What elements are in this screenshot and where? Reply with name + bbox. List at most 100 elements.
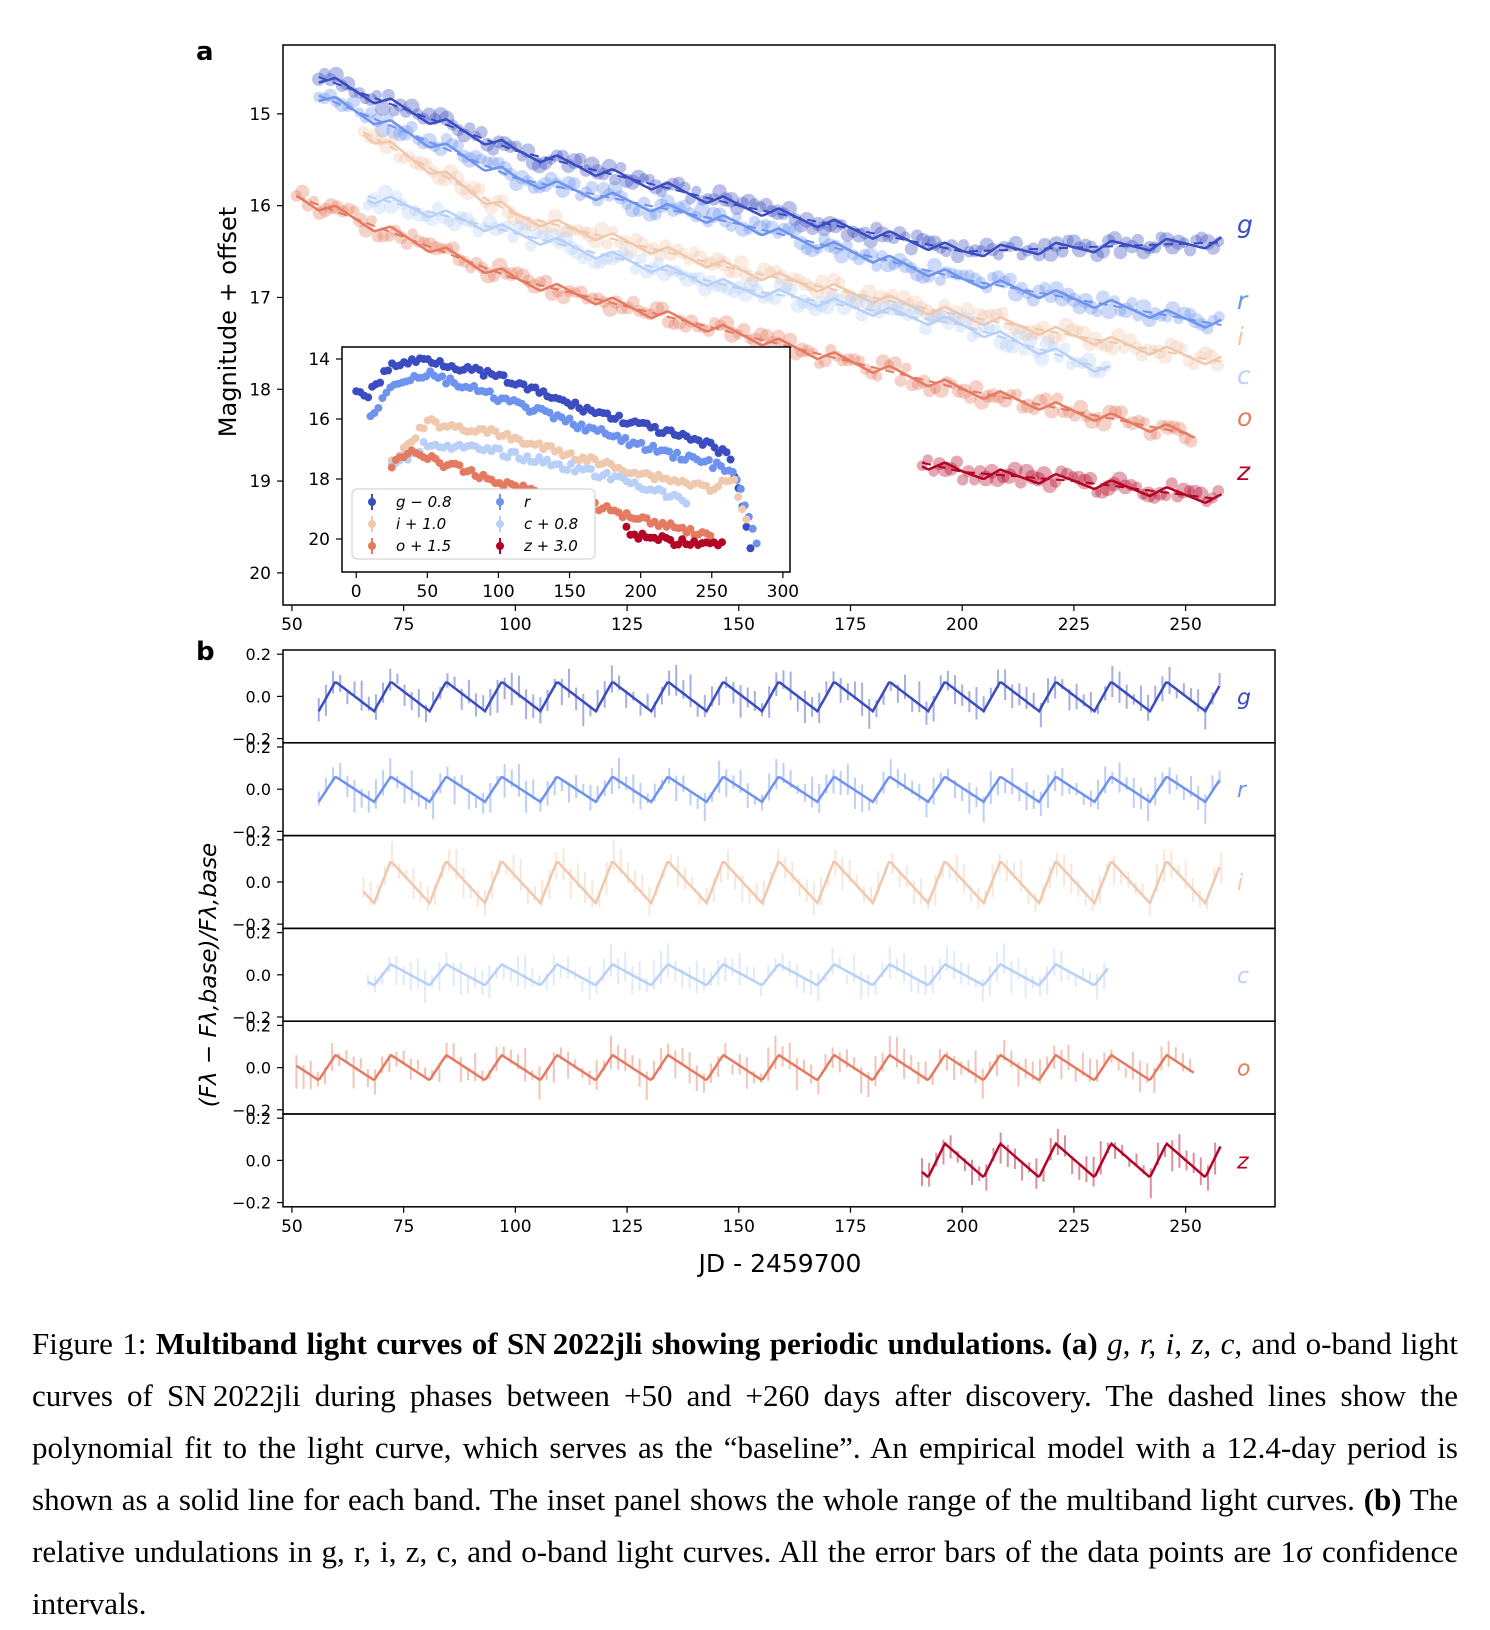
r-data-point [335,98,349,113]
o-data-point [544,286,560,302]
b-x-tick-label: 50 [281,1217,303,1237]
r-data-point [1165,301,1181,317]
o-data-point [1044,403,1059,419]
c-data-point [983,322,995,334]
g-model-line [318,76,1223,258]
g-data-point [951,249,965,264]
i-data-point [613,238,625,249]
b-y-tick-label: 0.2 [246,924,271,943]
r-inset-point [374,403,383,412]
r-data-point [1100,303,1117,320]
o-inset-point [467,465,476,474]
caption-figure-label: Figure 1: [32,1326,147,1361]
i-model-line [362,133,1222,366]
legend-label: c + 0.8 [524,515,578,533]
r-data-point [666,203,680,217]
g-data-point [1066,234,1082,249]
panel-b-ylabel: (Fλ − Fλ,base)/Fλ,base [196,843,222,1107]
c-inset-point [566,459,575,468]
inset-x-tick-label: 200 [624,582,656,602]
inset-x-tick-label: 250 [696,582,728,602]
o-data-point [718,315,735,331]
i-data-point [594,221,610,237]
r-data-point [481,156,494,169]
z-data-point [1183,484,1195,496]
z-data-point [996,470,1010,484]
panel-b-label: b [196,637,215,667]
c-data-point [377,184,393,200]
i-inset-point [566,449,575,458]
c-inset-point [523,452,532,461]
z-data-point [1083,471,1098,486]
legend-label: g − 0.8 [396,493,451,511]
c-inset-point [586,464,595,473]
i-inset-point [555,446,564,455]
r-data-point [927,257,942,273]
o-undulation-model [295,1053,1195,1082]
g-inset-point [376,378,385,387]
panel-a-y-axis: 15 16 17 18 19 20 [249,105,283,584]
c-data-point [629,264,641,275]
c-data-point [679,271,696,287]
legend-marker [368,498,376,506]
o-data-point [1073,399,1088,415]
c-data-point [914,306,925,317]
g-data-point [904,242,918,256]
o-data-point [760,328,774,343]
r-inset-point [485,387,494,396]
c-data-point [635,253,647,265]
i-data-point [1029,324,1045,340]
o-data-point [400,238,413,250]
z-baseline-fit [921,461,1218,500]
c-data-point [431,201,444,215]
r-data-point [1126,297,1138,309]
g-data-point [893,226,907,240]
b-band-label-c: c [1237,964,1249,989]
g-inset-point [364,393,373,402]
o-data-point [1096,415,1112,432]
o-data-point [709,317,721,329]
inset-y-axis: 14 16 18 20 [308,350,342,550]
g-data-point [740,193,757,210]
r-data-point [871,261,882,272]
g-data-point [749,198,760,209]
o-inset-point [455,461,464,470]
g-data-point [1085,240,1097,252]
o-data-point [875,354,891,369]
i-data-point [960,302,975,316]
b-x-tick-label: 75 [393,1217,415,1237]
y-tick-label: 18 [249,380,271,400]
c-data-point [849,293,863,308]
b-y-tick-label: 0.2 [246,1016,271,1035]
i-data-point [815,274,830,289]
y-tick-label: 15 [249,105,271,125]
i-inset-point [419,424,428,433]
b-y-tick-label: 0.0 [246,966,271,985]
r-inset-point [736,484,745,493]
legend-label: r [524,493,531,511]
panel-b-xlabel: JD - 2459700 [697,1249,862,1278]
r-data-point [551,177,563,189]
figure-caption: Figure 1: Multiband light curves of SN 2… [32,1318,1458,1630]
g-undulation-model [317,681,1221,714]
i-inset-point [738,505,747,514]
c-data-point [978,321,990,333]
g-data-point [638,173,650,184]
r-inset-point [565,414,574,423]
o-data-point [1039,392,1053,406]
g-data-point [374,100,391,117]
panel-b-frame-c [282,927,1276,1022]
band-label-g: g [1237,210,1253,239]
r-data-point [818,233,831,246]
c-data-point [652,257,664,269]
r-data-point [475,153,487,165]
z-data-point [922,454,934,465]
i-data-point [473,183,486,196]
c-data-point [999,338,1015,353]
r-data-point [833,248,850,264]
caption-part-a-text: and o-band light curves of SN 2022jli du… [32,1326,1458,1517]
c-data-point [524,240,537,252]
o-data-point [349,205,360,216]
inset-x-tick-label: 100 [482,582,514,602]
